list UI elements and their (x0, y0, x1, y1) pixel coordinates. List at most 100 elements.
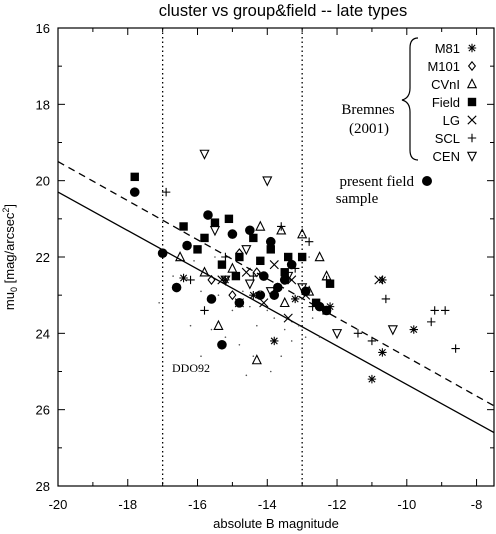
field-point (224, 214, 234, 224)
lg-point (283, 313, 293, 323)
cvni-point (279, 296, 290, 308)
scl-point (322, 275, 331, 285)
present-field-sample-point (279, 275, 290, 285)
cvni-point (174, 251, 186, 262)
legend-marker-lg (467, 115, 477, 125)
m81-point (409, 325, 418, 334)
cvni-point (255, 220, 266, 231)
present-field-sample-point (234, 298, 245, 308)
field-point (266, 245, 275, 254)
chart-title: cluster vs group&field -- late types (159, 2, 408, 20)
legend-brace (401, 37, 419, 161)
present-field-sample-point (272, 282, 283, 293)
y-tick-label: 22 (36, 250, 50, 265)
cen-point (244, 279, 255, 290)
field-point (235, 252, 244, 262)
scl-point (427, 317, 436, 327)
background-dots-point (273, 317, 276, 319)
background-dots-point (193, 260, 195, 262)
legend: M81 M101 CVnI Field LG SCL CEN (401, 37, 478, 164)
y-tick-label: 16 (36, 21, 50, 36)
cvni-point (213, 319, 224, 330)
scl-point (221, 252, 230, 262)
cvni-point (297, 228, 308, 239)
x-tick-label: -12 (328, 497, 347, 512)
cen-point (387, 325, 398, 336)
background-dots-point (283, 328, 286, 331)
background-dots-point (231, 309, 234, 312)
present-sample-label-1: present field (339, 174, 414, 190)
background-dots-point (158, 302, 160, 304)
field-point (249, 233, 258, 243)
cen-point (220, 275, 231, 286)
scl-point (186, 275, 195, 285)
scl-point (440, 306, 450, 315)
background-dots-point (224, 336, 227, 338)
reference-year-label: (2001) (349, 121, 389, 137)
present-field-sample-point (321, 305, 332, 316)
legend-label-m81: M81 (435, 41, 460, 56)
present-field-sample-point (300, 286, 311, 297)
field-point (325, 279, 335, 288)
galaxy-label-ddo92: DDO92 (172, 361, 210, 375)
present-field-sample-point (269, 290, 280, 300)
y-tick-label: 26 (36, 403, 50, 418)
cen-point (241, 245, 252, 256)
m81-point (367, 374, 377, 384)
background-dots-point (217, 294, 220, 296)
scl-point (353, 329, 363, 338)
background-dots-point (297, 324, 300, 327)
background-dots-point (280, 355, 283, 358)
legend-marker-cvni (466, 78, 478, 89)
legend-entries: M81 M101 CVnI Field LG SCL CEN (427, 41, 478, 164)
present-field-sample-point (203, 210, 213, 220)
fit-lines (57, 161, 495, 434)
background-dots-point (311, 317, 314, 319)
legend-marker-field (467, 97, 477, 107)
cen-point (262, 176, 273, 187)
y-axis-label: mu0 [mag/arcsec2] (1, 204, 19, 310)
field-point (256, 256, 265, 266)
background-dots-point (172, 275, 174, 277)
cvni-point (314, 251, 325, 262)
cvni-point (276, 224, 287, 235)
present-field-sample-point (206, 294, 217, 304)
legend-label-field: Field (432, 95, 460, 110)
x-tick-label: -20 (49, 497, 68, 512)
cen-point (199, 149, 210, 160)
present-field-sample-point (171, 282, 182, 293)
m81-point (378, 348, 387, 357)
data-markers (129, 149, 460, 384)
field-point (193, 245, 202, 254)
background-dots-point (242, 290, 244, 293)
background-dots-point (318, 336, 321, 338)
lg-point (374, 275, 384, 285)
y-tick-label: 24 (36, 326, 50, 341)
present-sample-legend-marker (422, 176, 432, 186)
present-field-sample-point (286, 259, 297, 270)
axis-ticks (57, 27, 494, 487)
x-tick-label: -16 (188, 497, 207, 512)
field-point (217, 260, 227, 269)
cen-point (331, 329, 343, 340)
background-dots-point (269, 370, 272, 373)
m101-point (228, 290, 237, 301)
m81-point (249, 290, 258, 300)
y-tick-label: 28 (36, 479, 50, 494)
x-tick-label: -10 (397, 497, 416, 512)
scl-point (277, 222, 286, 231)
background-dots-point (238, 343, 241, 346)
legend-marker-cen (466, 151, 478, 162)
m81-point (179, 273, 188, 283)
lg-point (269, 260, 279, 270)
background-dots-point (256, 324, 258, 327)
field-point (297, 252, 307, 262)
x-tick-label: -8 (471, 497, 483, 512)
field-point (231, 271, 241, 281)
background-dots-point (304, 336, 307, 338)
scl-point (304, 237, 314, 246)
legend-label-cvni: CVnI (431, 77, 460, 92)
y-tick-label: 18 (36, 97, 50, 112)
m81-point (378, 275, 387, 285)
